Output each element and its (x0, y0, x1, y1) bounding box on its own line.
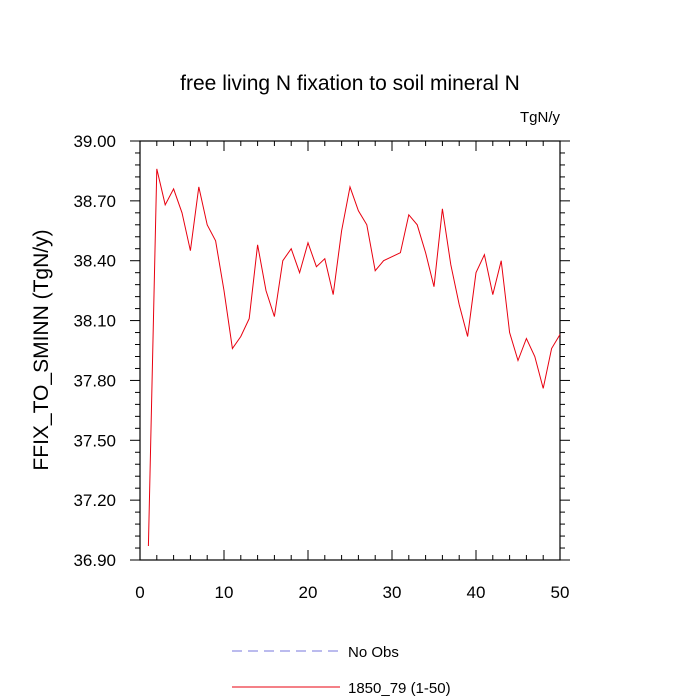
y-tick-label: 37.20 (73, 491, 116, 510)
y-tick-label: 37.50 (73, 431, 116, 450)
x-tick-label: 40 (467, 583, 486, 602)
y-tick-label: 37.80 (73, 371, 116, 390)
x-tick-label: 50 (551, 583, 570, 602)
y-tick-label: 38.70 (73, 192, 116, 211)
x-tick-label: 0 (135, 583, 144, 602)
x-tick-label: 10 (215, 583, 234, 602)
legend-label-0: No Obs (348, 644, 399, 661)
axis-ticks: 0 10 20 30 40 50 36.90 37.20 37.50 37.80 38.10 38.4… (73, 132, 570, 602)
series-line-1 (147, 168, 561, 547)
units-label: TgN/y (520, 109, 561, 126)
legend-label-1: 1850_79 (1-50) (348, 680, 451, 697)
legend: No Obs 1850_79 (1-50) (232, 644, 451, 697)
y-tick-label: 38.40 (73, 252, 116, 271)
y-tick-label: 36.90 (73, 551, 116, 570)
x-tick-label: 20 (299, 583, 318, 602)
y-axis-label: FFIX_TO_SMINN (TgN/y) (30, 229, 53, 470)
x-tick-label: 30 (383, 583, 402, 602)
series-layer (147, 168, 561, 547)
chart-title: free living N fixation to soil mineral N (180, 72, 520, 95)
y-tick-label: 38.10 (73, 312, 116, 331)
y-tick-label: 39.00 (73, 132, 116, 151)
plot-frame (139, 140, 561, 561)
plot-area (139, 140, 561, 561)
